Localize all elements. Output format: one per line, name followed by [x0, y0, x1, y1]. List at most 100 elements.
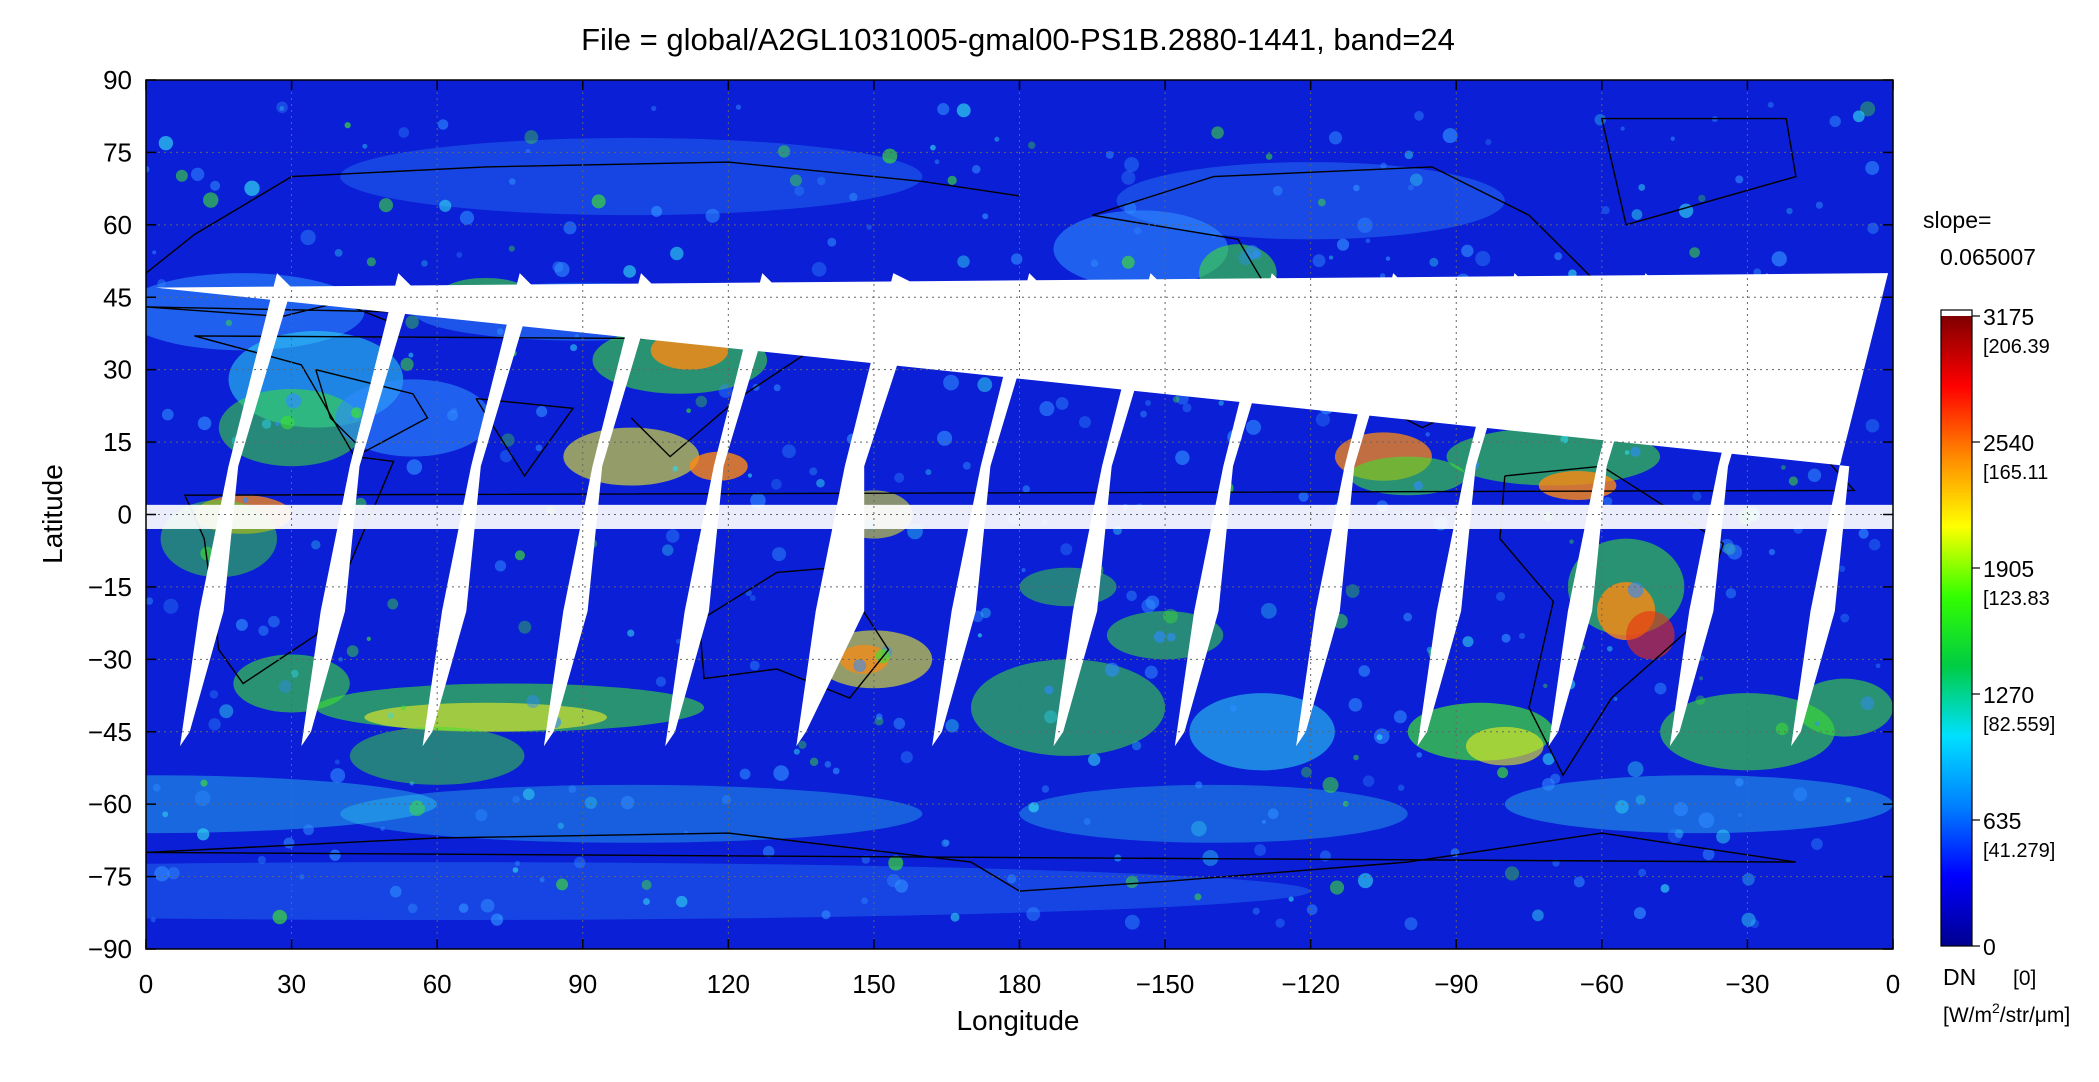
cloud-speckle: [1615, 800, 1629, 814]
cloud-speckle: [380, 826, 385, 832]
x-tick-label: −30: [1725, 969, 1769, 999]
cloud-speckle: [832, 767, 840, 775]
colorbar-radiance-label: [82.559]: [1983, 714, 2055, 736]
cloud-speckle: [827, 237, 837, 247]
cloud-speckle: [1404, 150, 1414, 160]
cloud-speckle: [1414, 110, 1424, 121]
cloud-speckle: [459, 210, 475, 225]
cloud-speckle: [475, 809, 488, 822]
cloud-speckle: [1667, 828, 1683, 843]
y-tick-label: −75: [88, 862, 132, 892]
cloud-speckle: [1865, 418, 1880, 433]
cloud-speckle: [1738, 812, 1743, 818]
cloud-speckle: [258, 625, 269, 636]
cloud-speckle: [816, 478, 825, 488]
cloud-speckle: [285, 393, 302, 409]
cloud-speckle: [514, 550, 526, 561]
cloud-speckle: [1312, 254, 1326, 268]
colorbar-radiance-label: [41.279]: [1983, 840, 2055, 862]
cloud-speckle: [888, 855, 904, 871]
cloud-blob: [1626, 611, 1675, 660]
cloud-speckle: [1267, 808, 1279, 820]
colorbar-unit-radiance: [W/m2/str/μm]: [1943, 1000, 2070, 1027]
cloud-speckle: [893, 717, 906, 730]
cloud-speckle: [1654, 682, 1667, 695]
cloud-speckle: [1532, 909, 1544, 922]
cloud-speckle: [1229, 704, 1237, 712]
cloud-speckle: [945, 719, 959, 733]
cloud-speckle: [1408, 184, 1414, 191]
cloud-speckle: [1560, 435, 1569, 444]
cloud-speckle: [190, 167, 205, 181]
cloud-speckle: [749, 660, 760, 671]
cloud-speckle: [956, 103, 971, 118]
cloud-speckle: [670, 246, 684, 261]
cloud-speckle: [480, 898, 495, 913]
cloud-speckle: [937, 103, 950, 116]
cloud-speckle: [1041, 785, 1050, 793]
cloud-speckle: [407, 903, 418, 914]
cloud-speckle: [563, 221, 577, 235]
cloud-speckle: [1550, 773, 1561, 784]
cloud-speckle: [146, 597, 154, 605]
cloud-speckle: [257, 855, 266, 864]
cloud-speckle: [276, 101, 288, 114]
cloud-speckle: [962, 461, 971, 470]
cloud-speckle: [1860, 696, 1875, 711]
cloud-speckle: [557, 822, 564, 830]
cloud-speckle: [1026, 907, 1041, 922]
cloud-speckle: [458, 903, 469, 913]
cloud-speckle: [334, 759, 340, 765]
cloud-speckle: [809, 467, 818, 476]
cloud-speckle: [1260, 602, 1277, 619]
cloud-speckle: [1021, 568, 1026, 573]
cloud-speckle: [1620, 126, 1625, 131]
cloud-speckle: [882, 148, 898, 164]
cloud-speckle: [1320, 850, 1331, 862]
coastline: [698, 566, 890, 699]
cloud-speckle: [568, 785, 577, 794]
swath-gap: [1296, 273, 1408, 747]
y-axis-label: Latitude: [37, 464, 68, 564]
cloud-speckle: [574, 856, 586, 869]
cloud-speckle: [665, 529, 680, 543]
cloud-speckle: [200, 779, 208, 787]
cloud-speckle: [1811, 838, 1823, 850]
cloud-speckle: [1298, 491, 1309, 502]
x-tick-label: −150: [1136, 969, 1195, 999]
cloud-speckle: [389, 885, 402, 898]
cloud-speckle: [268, 615, 280, 628]
x-tick-label: 120: [707, 969, 750, 999]
y-tick-label: 75: [103, 137, 132, 167]
cloud-speckle: [773, 384, 781, 392]
cloud-speckle: [821, 910, 831, 920]
cloud-speckle: [930, 144, 936, 151]
cloud-speckle: [1742, 873, 1755, 886]
x-tick-label: 180: [998, 969, 1041, 999]
cloud-speckle: [1397, 784, 1405, 791]
cloud-speckle: [1692, 491, 1702, 501]
swath-gap: [422, 273, 535, 747]
cloud-speckle: [303, 824, 314, 836]
cloud-speckle: [1601, 206, 1610, 215]
cloud-speckle: [771, 478, 782, 490]
cloud-speckle: [554, 262, 570, 278]
cloud-speckle: [405, 315, 419, 329]
cloud-speckle: [1475, 251, 1491, 267]
cloud-speckle: [1131, 741, 1142, 751]
cloud-speckle: [1858, 528, 1869, 539]
cloud-speckle: [1670, 136, 1675, 141]
y-tick-label: −15: [88, 572, 132, 602]
cloud-blob: [340, 137, 923, 216]
cloud-speckle: [1497, 767, 1509, 779]
cloud-speckle: [705, 208, 720, 223]
cloud-speckle: [1865, 161, 1880, 175]
cloud-speckle: [1613, 697, 1618, 702]
cloud-speckle: [499, 449, 513, 463]
cloud-speckle: [1252, 907, 1260, 915]
colorbar-radiance-label: [123.83: [1983, 588, 2050, 610]
cloud-speckle: [627, 629, 635, 637]
y-tick-label: 45: [103, 282, 132, 312]
cloud-speckle: [526, 694, 540, 709]
cloud-speckle: [1124, 914, 1140, 930]
